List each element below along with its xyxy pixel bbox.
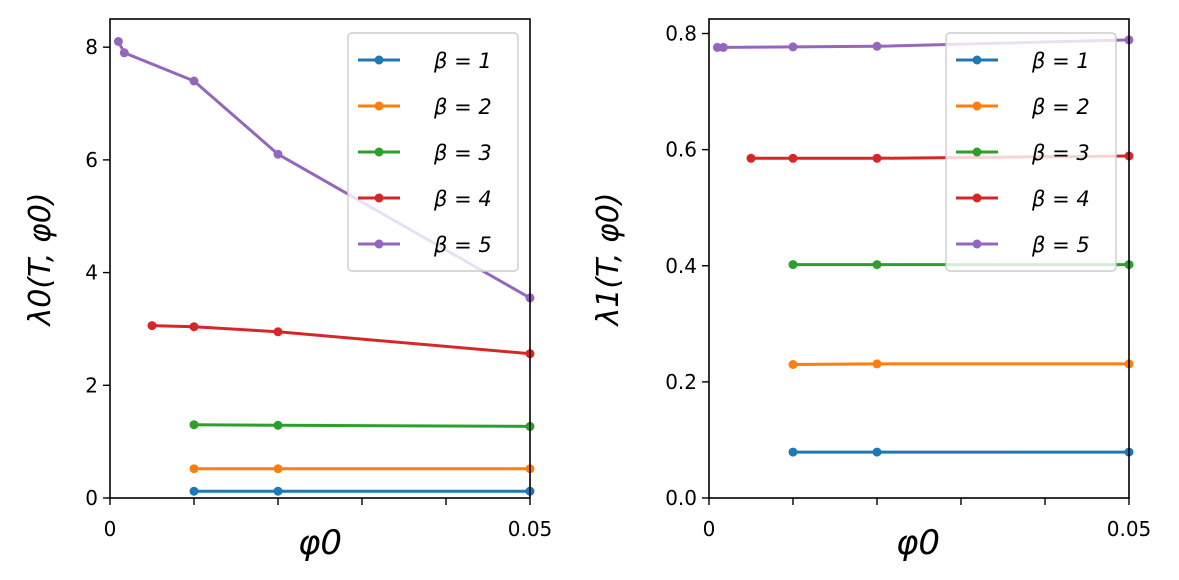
left-legend-label-beta2: β = 2	[433, 95, 492, 119]
right-legend-label-beta2: β = 2	[1031, 95, 1090, 119]
left-data-point-beta4	[189, 322, 199, 332]
right-x-tick-label: 0	[703, 517, 716, 541]
left-series-line-beta4	[150, 324, 532, 356]
right-data-point-beta2	[788, 360, 798, 369]
right-axes-frame	[708, 18, 1130, 499]
right-data-point-beta4	[788, 153, 798, 163]
right-legend-label-beta3: β = 3	[1031, 141, 1090, 165]
right-legend-box	[945, 32, 1117, 272]
left-legend-marker-beta3	[374, 147, 384, 157]
right-y-tick-label: 0.8	[665, 22, 697, 46]
left-legend-box	[347, 32, 519, 272]
left-legend-marker-beta4	[374, 193, 384, 203]
left-y-tick-label: 6	[85, 148, 98, 172]
left-legend-marker-beta2	[374, 101, 384, 111]
left-y-tick-label: 2	[85, 373, 98, 397]
right-legend-marker-beta1	[972, 55, 982, 65]
right-data-point-beta5	[718, 42, 728, 52]
right-legend-label-beta4: β = 4	[1031, 187, 1090, 211]
left-legend-label-beta3: β = 3	[433, 141, 492, 165]
right-x-axis-label: φ0	[896, 523, 940, 563]
left-y-axis-label: λ0(T, φ0)	[23, 193, 58, 328]
right-x-tick-label: 0.05	[1107, 517, 1152, 541]
left-axes-frame	[109, 18, 531, 499]
right-y-axis-label: λ1(T, φ0)	[591, 193, 626, 328]
left-data-point-beta5	[273, 149, 283, 159]
right-legend-label-beta1: β = 1	[1031, 49, 1090, 73]
right-data-point-beta3	[872, 260, 882, 270]
right-data-point-beta3	[788, 260, 798, 270]
right-data-point-beta1	[872, 447, 882, 457]
left-data-point-beta1	[189, 486, 199, 496]
left-data-point-beta5	[119, 48, 129, 58]
left-legend-marker-beta5	[374, 239, 384, 249]
right-data-point-beta2	[872, 359, 882, 369]
left-data-point-beta2	[273, 464, 283, 474]
left-data-point-beta4	[273, 327, 283, 337]
left-data-point-beta4	[147, 321, 157, 331]
right-data-point-beta4	[746, 153, 756, 163]
right-legend-marker-beta2	[972, 101, 982, 111]
right-data-point-beta4	[872, 153, 882, 163]
left-x-axis-label: φ0	[298, 523, 342, 563]
left-data-point-beta5	[189, 76, 199, 86]
left-legend-label-beta4: β = 4	[433, 187, 492, 211]
right-y-tick-label: 0.4	[665, 254, 697, 278]
left-y-tick-label: 0	[85, 486, 98, 510]
right-legend-marker-beta4	[972, 193, 982, 203]
left-legend-label-beta1: β = 1	[433, 49, 492, 73]
left-data-point-beta2	[189, 464, 199, 474]
left-legend-label-beta5: β = 5	[433, 233, 492, 257]
right-y-tick-label: 0.0	[665, 486, 697, 510]
left-data-point-beta5	[113, 37, 123, 46]
right-legend-label-beta5: β = 5	[1031, 233, 1090, 257]
left-data-point-beta1	[273, 486, 283, 496]
right-panel: λ1(T, φ0) φ0 0.0 0.2 0.4 0.6 0.8 0 0.05 β = 1 β …	[591, 18, 1152, 563]
right-y-tick-label: 0.2	[665, 370, 697, 394]
right-series-line-beta2	[791, 362, 1131, 366]
left-y-tick-label: 4	[85, 261, 98, 285]
right-data-point-beta5	[872, 41, 882, 51]
left-panel: λ0(T, φ0) φ0 0 2 4 6 8 0 0.05 β = 1 β = 2 β = 3 β …	[23, 18, 553, 563]
right-y-tick-label: 0.6	[665, 138, 697, 162]
left-y-tick-label: 8	[85, 35, 98, 59]
left-legend-marker-beta1	[374, 55, 384, 65]
left-x-tick-label: 0	[104, 517, 117, 541]
right-legend-marker-beta5	[972, 239, 982, 249]
left-data-point-beta3	[273, 420, 283, 430]
left-series-line-beta3	[192, 423, 532, 428]
right-data-point-beta1	[788, 447, 798, 457]
right-legend-marker-beta3	[972, 147, 982, 157]
left-x-tick-label: 0.05	[508, 517, 553, 541]
right-data-point-beta5	[788, 42, 798, 52]
left-data-point-beta3	[189, 420, 199, 430]
